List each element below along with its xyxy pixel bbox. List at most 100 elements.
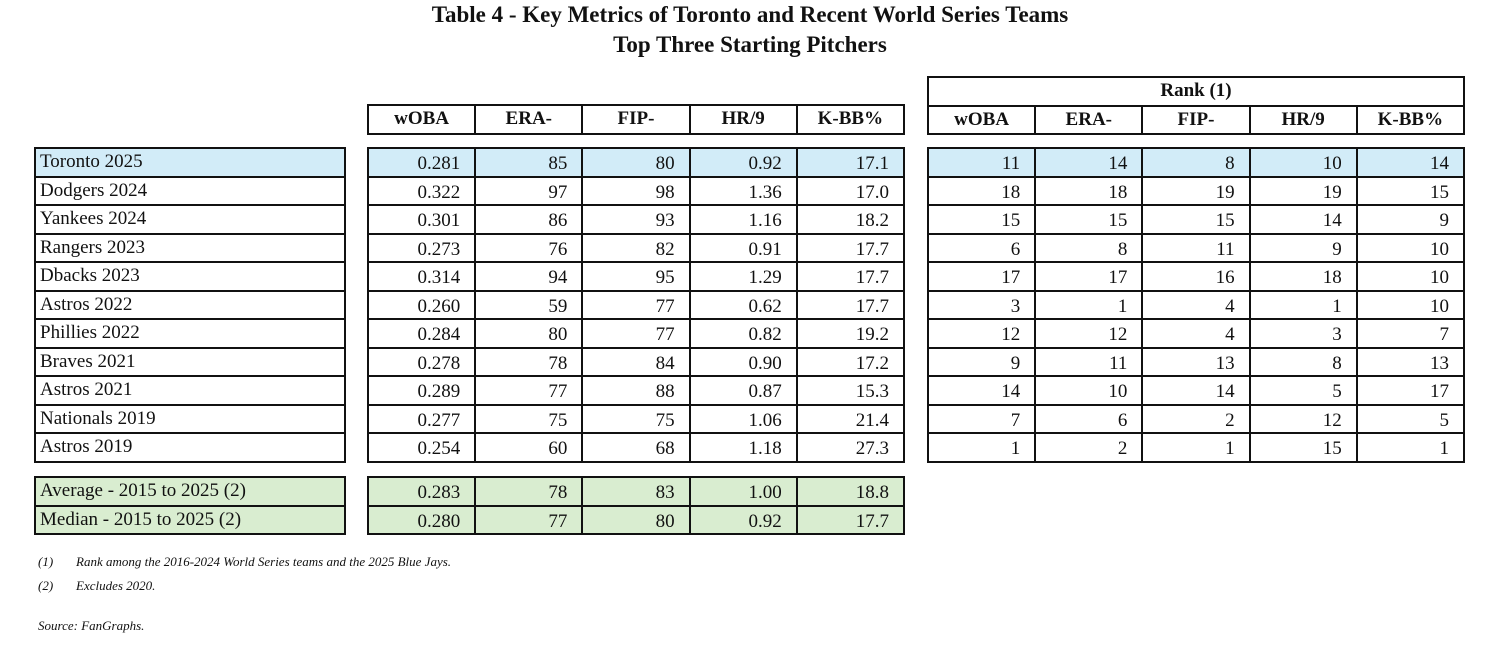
summary-row: Median - 2015 to 2025 (2) <box>34 504 346 535</box>
table-subtitle: Top Three Starting Pitchers <box>613 32 887 57</box>
ranks-table: 11 14 8 10 14 18 18 19 19 15 15 15 15 14 9 6 8 11 9 10 17 17 1… <box>926 147 1466 463</box>
metric-cell: 17.2 <box>795 346 906 377</box>
column-header: ERA- <box>474 104 584 135</box>
rank-cell: 14 <box>1141 375 1251 406</box>
rank-header: Rank (1) wOBA ERA- FIP- HR/9 K-BB% <box>926 76 1466 135</box>
summary-cell: 77 <box>474 504 584 535</box>
rank-cell: 13 <box>1355 346 1466 377</box>
summary-row: Average - 2015 to 2025 (2) <box>34 476 346 507</box>
team-label: Dodgers 2024 <box>34 175 346 206</box>
metric-cell: 95 <box>581 261 691 292</box>
rank-cell: 12 <box>1034 318 1144 349</box>
rank-cell: 19 <box>1141 175 1251 206</box>
rank-cell: 11 <box>1034 346 1144 377</box>
metric-cell: 0.82 <box>688 318 798 349</box>
summary-row: 0.280 77 80 0.92 17.7 <box>366 504 906 535</box>
summary-cell: 78 <box>474 476 584 507</box>
table-row: 3 1 4 1 10 <box>926 289 1466 320</box>
team-label: Toronto 2025 <box>34 147 346 178</box>
column-header: FIP- <box>581 104 691 135</box>
footnote-text: Excludes 2020. <box>76 578 156 593</box>
rank-cell: 4 <box>1141 318 1251 349</box>
table-row: 0.278 78 84 0.90 17.2 <box>366 346 906 377</box>
metric-cell: 17.0 <box>795 175 906 206</box>
column-header: K-BB% <box>795 104 906 135</box>
metric-cell: 77 <box>474 375 584 406</box>
metric-cell: 18.2 <box>795 204 906 235</box>
metric-cell: 21.4 <box>795 403 906 434</box>
rank-cell: 14 <box>1248 204 1358 235</box>
table-row: 11 14 8 10 14 <box>926 147 1466 178</box>
team-label: Rangers 2023 <box>34 232 346 263</box>
table-row: Dbacks 2023 <box>34 261 346 292</box>
metric-cell: 77 <box>581 289 691 320</box>
team-label: Nationals 2019 <box>34 403 346 434</box>
metrics-table: 0.281 85 80 0.92 17.1 0.322 97 98 1.36 17.0 0.301 8… <box>366 147 906 463</box>
rank-cell: 17 <box>1034 261 1144 292</box>
rank-cell: 5 <box>1355 403 1466 434</box>
rank-cell: 2 <box>1141 403 1251 434</box>
table-row: 17 17 16 18 10 <box>926 261 1466 292</box>
metric-cell: 0.322 <box>366 175 477 206</box>
rank-cell: 14 <box>1034 147 1144 178</box>
column-header: HR/9 <box>688 104 798 135</box>
summary-labels: Average - 2015 to 2025 (2) Median - 2015 … <box>34 476 346 535</box>
table-row: 1 2 1 15 1 <box>926 432 1466 463</box>
metric-cell: 0.273 <box>366 232 477 263</box>
metric-cell: 86 <box>474 204 584 235</box>
metric-cell: 78 <box>474 346 584 377</box>
column-header: wOBA <box>366 104 477 135</box>
rank-column-header: FIP- <box>1141 104 1251 135</box>
rank-cell: 12 <box>926 318 1037 349</box>
metric-cell: 1.36 <box>688 175 798 206</box>
rank-cell: 9 <box>1355 204 1466 235</box>
metric-cell: 0.278 <box>366 346 477 377</box>
metric-cell: 17.7 <box>795 232 906 263</box>
table-row: Nationals 2019 <box>34 403 346 434</box>
footnote-text: Rank among the 2016-2024 World Series te… <box>76 554 452 569</box>
rank-cell: 1 <box>1248 289 1358 320</box>
team-label: Dbacks 2023 <box>34 261 346 292</box>
table-row: 9 11 13 8 13 <box>926 346 1466 377</box>
metric-cell: 68 <box>581 432 691 463</box>
rank-cell: 13 <box>1141 346 1251 377</box>
metric-cell: 98 <box>581 175 691 206</box>
rank-column-header: K-BB% <box>1355 104 1466 135</box>
table-row: 0.273 76 82 0.91 17.7 <box>366 232 906 263</box>
table-row: 7 6 2 12 5 <box>926 403 1466 434</box>
metric-cell: 94 <box>474 261 584 292</box>
metric-cell: 84 <box>581 346 691 377</box>
rank-cell: 18 <box>1248 261 1358 292</box>
rank-cell: 15 <box>1034 204 1144 235</box>
table-row: Astros 2022 <box>34 289 346 320</box>
metric-cell: 0.314 <box>366 261 477 292</box>
table-row: Dodgers 2024 <box>34 175 346 206</box>
metric-cell: 0.289 <box>366 375 477 406</box>
table-row: Yankees 2024 <box>34 204 346 235</box>
summary-label: Median - 2015 to 2025 (2) <box>34 504 346 535</box>
metric-cell: 17.7 <box>795 261 906 292</box>
team-label: Astros 2019 <box>34 432 346 463</box>
rank-cell: 16 <box>1141 261 1251 292</box>
rank-cell: 10 <box>1355 289 1466 320</box>
rank-cell: 15 <box>926 204 1037 235</box>
metric-cell: 80 <box>581 147 691 178</box>
team-label: Yankees 2024 <box>34 204 346 235</box>
table-row: 12 12 4 3 7 <box>926 318 1466 349</box>
metric-cell: 1.06 <box>688 403 798 434</box>
metric-cell: 82 <box>581 232 691 263</box>
summary-cell: 17.7 <box>795 504 906 535</box>
rank-cell: 10 <box>1034 375 1144 406</box>
table-row: 0.254 60 68 1.18 27.3 <box>366 432 906 463</box>
metric-cell: 0.91 <box>688 232 798 263</box>
rank-cell: 4 <box>1141 289 1251 320</box>
rank-cell: 19 <box>1248 175 1358 206</box>
metric-cell: 0.87 <box>688 375 798 406</box>
metric-cell: 1.18 <box>688 432 798 463</box>
rank-cell: 15 <box>1355 175 1466 206</box>
table-row: 0.281 85 80 0.92 17.1 <box>366 147 906 178</box>
summary-table: 0.283 78 83 1.00 18.8 0.280 77 80 0.92 17.7 <box>366 476 906 535</box>
rank-cell: 14 <box>926 375 1037 406</box>
rank-cell: 7 <box>926 403 1037 434</box>
rank-cell: 9 <box>1248 232 1358 263</box>
